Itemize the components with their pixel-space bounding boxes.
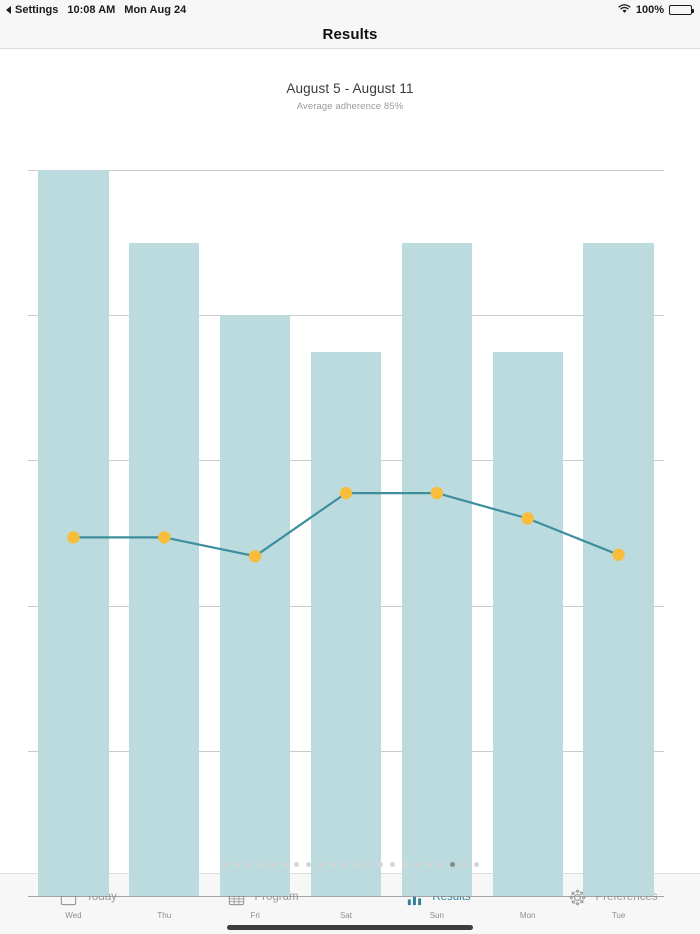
page-dot[interactable] [245, 861, 251, 867]
line-data-point[interactable] [339, 486, 353, 500]
line-data-point[interactable] [612, 548, 625, 561]
gridline [28, 170, 664, 171]
x-axis-tick-label: Sun [429, 911, 444, 920]
page-dot[interactable] [377, 861, 383, 867]
page-dot[interactable] [341, 861, 347, 867]
line-path [72, 492, 620, 558]
page-dot[interactable] [317, 861, 323, 867]
chart-bar[interactable] [219, 315, 291, 896]
status-bar-right: 100% [618, 3, 694, 17]
battery-percent-label: 100% [635, 4, 664, 16]
gridline [28, 896, 664, 897]
adherence-line-series [67, 486, 625, 563]
page-dot[interactable] [281, 861, 287, 867]
page-dot[interactable] [461, 861, 467, 867]
chart-title: August 5 - August 11 [286, 81, 414, 96]
status-bar-left: Settings 10:08 AM Mon Aug 24 [6, 4, 186, 16]
page-dot[interactable] [269, 861, 275, 867]
page-dot[interactable] [401, 861, 407, 867]
chart-subtitle: Average adherence 85% [296, 101, 404, 112]
chart-bar[interactable] [129, 242, 200, 896]
page-dot[interactable] [353, 861, 359, 867]
line-data-point[interactable] [158, 531, 171, 544]
triangle-left-icon [6, 6, 11, 14]
wifi-icon [618, 3, 631, 17]
page-dot[interactable] [221, 861, 227, 867]
chart-header: August 5 - August 11 Average adherence 8… [0, 49, 700, 112]
page-title: Results [322, 25, 378, 43]
home-indicator-area [0, 920, 700, 934]
adherence-chart[interactable]: 00%220%440%660%880%10100%WedThuFriSatSun… [0, 161, 700, 920]
status-time: 10:08 AM [67, 4, 116, 16]
battery-full-icon [669, 5, 694, 15]
status-date: Mon Aug 24 [124, 4, 187, 16]
page-dot[interactable] [233, 861, 239, 867]
page-dot[interactable] [425, 861, 431, 867]
chart-plot-area: 00%220%440%660%880%10100%WedThuFriSatSun… [28, 170, 664, 920]
home-indicator[interactable] [227, 924, 473, 930]
line-data-point[interactable] [430, 486, 444, 500]
back-to-settings-button[interactable]: Settings [6, 4, 58, 16]
page-dot[interactable] [473, 861, 479, 867]
page-dot[interactable] [413, 861, 419, 867]
page-dot[interactable] [437, 861, 443, 867]
chart-bar[interactable] [492, 351, 563, 896]
page-dot[interactable] [305, 861, 311, 867]
results-content: August 5 - August 11 Average adherence 8… [0, 49, 700, 920]
chart-bar[interactable] [401, 242, 473, 896]
gridline [28, 315, 664, 317]
chart-bar[interactable] [310, 351, 382, 896]
x-axis-tick-label: Mon [519, 911, 536, 920]
x-axis-tick-label: Thu [157, 911, 172, 920]
back-label: Settings [15, 4, 59, 16]
page-indicator[interactable] [0, 855, 700, 873]
x-axis-tick-label: Fri [250, 911, 260, 920]
page-dot[interactable] [329, 861, 335, 867]
line-data-point[interactable] [248, 550, 262, 563]
chart-bar[interactable] [583, 242, 654, 896]
page-dot[interactable] [389, 861, 395, 867]
page-dot-active[interactable] [449, 861, 455, 867]
line-data-point[interactable] [521, 512, 534, 525]
navigation-bar: Results [0, 20, 700, 49]
x-axis-tick-label: Sat [339, 911, 352, 920]
line-data-point[interactable] [67, 531, 80, 544]
page-dot[interactable] [365, 861, 371, 867]
x-axis-tick-label: Wed [65, 911, 82, 920]
status-bar: Settings 10:08 AM Mon Aug 24 100% [0, 0, 700, 20]
x-axis-tick-label: Tue [611, 911, 626, 920]
page-dot[interactable] [257, 861, 263, 867]
page-dot[interactable] [293, 861, 299, 867]
